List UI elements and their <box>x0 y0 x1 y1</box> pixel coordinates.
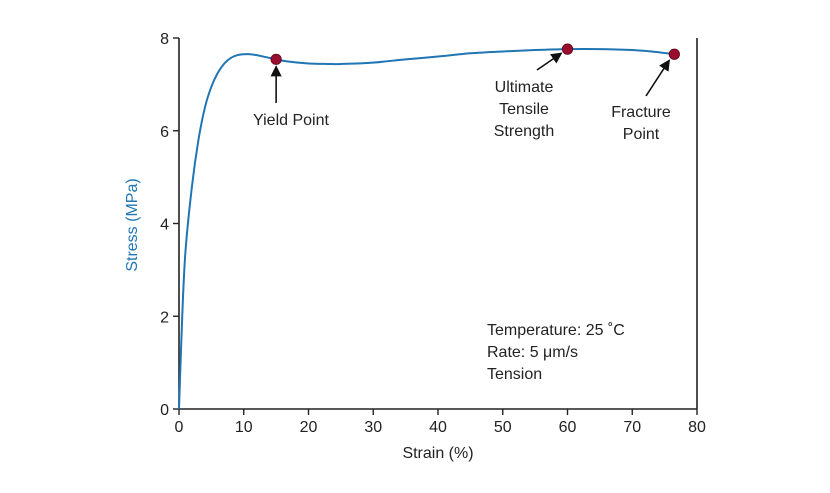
stress-strain-curve <box>178 48 675 410</box>
data-marker <box>270 53 282 65</box>
fracture-label: Fracture <box>611 104 671 121</box>
axes <box>178 38 698 410</box>
annotations-layer: Yield Point Ultimate Tensile Strength Fractu… <box>253 52 671 383</box>
x-tick-label: 70 <box>623 419 641 436</box>
uts-arrow <box>536 52 563 71</box>
conditions-label: Tension <box>487 366 542 383</box>
y-tick-label: 8 <box>160 31 169 48</box>
x-tick-label: 20 <box>300 419 318 436</box>
conditions-label: Rate: 5 μm/s <box>487 344 578 361</box>
fracture-label: Point <box>623 126 660 143</box>
x-tick-label: 60 <box>559 419 577 436</box>
y-tick-label: 2 <box>160 309 169 326</box>
yield-label: Yield Point <box>253 112 329 129</box>
y-axis-title: Stress (MPa) <box>124 178 141 271</box>
uts-label: Ultimate <box>495 79 554 96</box>
x-axis-title: Strain (%) <box>402 445 473 462</box>
uts-label: Tensile <box>499 101 549 118</box>
x-tick-label: 80 <box>688 419 706 436</box>
x-tick-label: 0 <box>175 419 184 436</box>
y-tick-label: 0 <box>160 402 169 419</box>
x-tick-label: 10 <box>235 419 253 436</box>
y-tick-label: 6 <box>160 124 169 141</box>
x-tick-label: 50 <box>494 419 512 436</box>
axis-ticks: 0 10 20 30 40 50 60 70 80 0 2 4 6 8 <box>160 31 706 436</box>
fracture-arrow <box>645 59 671 97</box>
data-marker <box>668 48 680 60</box>
conditions-label: Temperature: 25 ˚C <box>487 322 625 339</box>
series-layer <box>178 48 675 410</box>
data-marker <box>561 43 574 55</box>
y-tick-label: 4 <box>160 217 169 234</box>
x-tick-label: 30 <box>364 419 382 436</box>
x-tick-label: 40 <box>429 419 447 436</box>
uts-label: Strength <box>494 123 554 140</box>
markers-layer <box>270 43 680 65</box>
